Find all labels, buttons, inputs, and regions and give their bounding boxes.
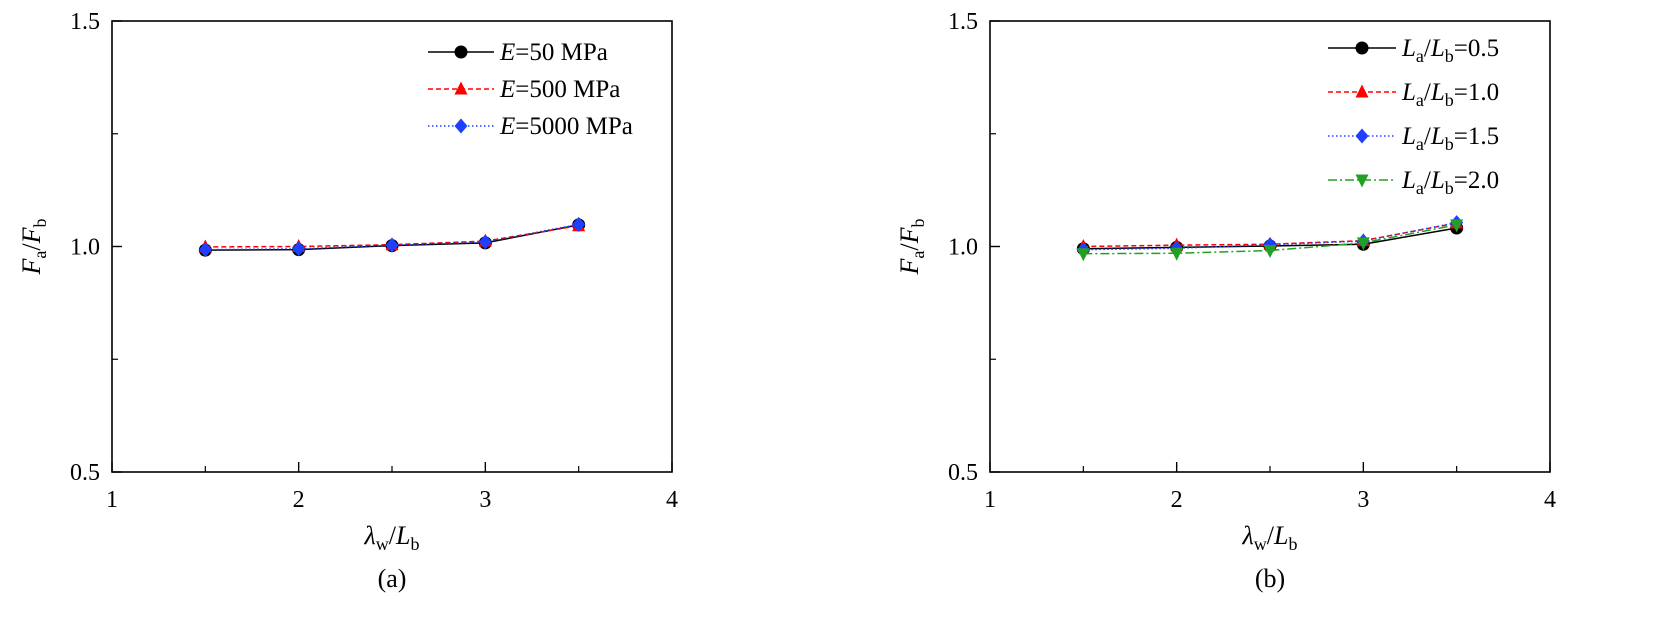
panel-label: (a) [378,564,407,593]
x-tick-label: 2 [293,487,305,513]
x-tick-label: 4 [666,487,678,513]
legend: La/Lb=0.5 La/Lb=1.0 La/Lb=1.5 La/Lb=2.0 [1328,35,1499,198]
y-tick-label: 0.5 [948,460,978,486]
legend-entry: La/Lb=1.5 [1328,123,1499,154]
x-axis-title: λw/Lb [1242,521,1298,554]
data-point [1076,248,1090,262]
legend-label: La/Lb=2.0 [1401,167,1499,198]
y-tick-label: 1.0 [948,235,978,261]
y-tick-label: 1.5 [70,9,100,35]
x-axis-title: λw/Lb [364,521,420,554]
legend-entry: E=500 MPa [428,76,620,103]
data-point [385,237,399,253]
chart-panel-a: 1 2 3 4 0.5 1.0 1.5 λw/Lb Fa/Fb (a) E=50 MPa E=500 … [17,9,678,593]
data-point [292,241,306,257]
series-line [1083,224,1457,255]
chart-panel-b: 1 2 3 40.51.01.5λw/LbFa/Fb(b)La/Lb=0.5La/Lb… [895,9,1556,593]
panel-label: (b) [1255,564,1285,593]
y-axis-title: Fa/Fb [17,218,50,275]
x-tick-label: 3 [1357,487,1369,513]
legend-label: E=500 MPa [499,76,620,103]
data-point [478,234,492,250]
data-point [1170,247,1184,261]
legend-label: E=50 MPa [499,39,608,66]
legend-label: La/Lb=1.5 [1401,123,1499,154]
legend-marker [454,45,468,59]
legend-entry: E=5000 MPa [428,113,633,140]
x-tick-label: 2 [1171,487,1183,513]
series-3 [198,216,586,258]
legend-label: La/Lb=0.5 [1401,35,1499,66]
legend-marker [1355,174,1369,188]
y-axis-title: Fa/Fb [895,218,928,275]
data-point [198,242,212,258]
data-point [1263,245,1277,259]
y-tick-label: 1.0 [70,235,100,261]
series-4 [1076,219,1464,262]
data-point [1356,237,1370,251]
legend-entry: La/Lb=2.0 [1328,167,1499,198]
data-point [572,216,586,232]
legend-marker [1355,41,1369,55]
legend-label: E=5000 MPa [499,113,633,140]
legend-marker [1355,128,1369,144]
y-tick-label: 0.5 [70,460,100,486]
data-point [1450,219,1464,233]
legend-entry: E=50 MPa [428,39,608,66]
legend-marker [454,118,468,134]
legend-marker [1355,84,1369,98]
x-tick-label: 1 [984,487,996,513]
legend-label: La/Lb=1.0 [1401,79,1499,110]
x-tick-label: 4 [1544,487,1556,513]
legend-entry: La/Lb=1.0 [1328,79,1499,110]
x-tick-label: 1 [106,487,118,513]
x-tick-label: 3 [479,487,491,513]
legend: E=50 MPa E=500 MPa E=5000 MPa [428,39,633,140]
legend-entry: La/Lb=0.5 [1328,35,1499,66]
y-tick-label: 1.5 [948,9,978,35]
legend-marker [454,81,468,95]
